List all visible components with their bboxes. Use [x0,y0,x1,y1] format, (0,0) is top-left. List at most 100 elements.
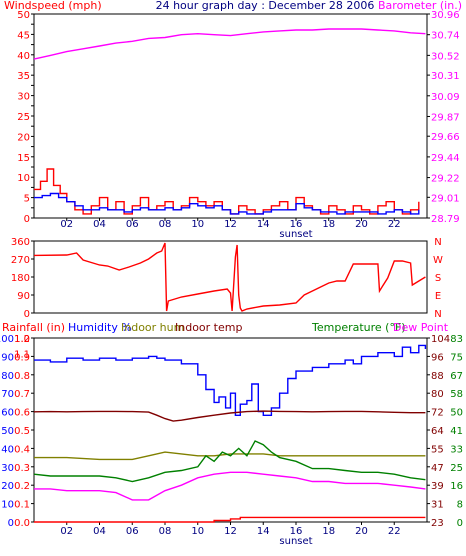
rain-tick-label: 0.0 [14,518,30,529]
barometer-tick-label: 29.44 [431,153,460,164]
series-barometer [33,28,426,60]
indoor-temp-label: Indoor temp [175,321,242,334]
humidity-tick-label: 50 [1,426,14,437]
series-temperature [33,440,426,483]
wind-tick-label: 5 [24,194,30,205]
temperature-tick-label: 55 [431,444,444,455]
rain-tick-label: 1.1 [14,349,30,360]
dew-point-tick-label: 41 [450,426,463,437]
barometer-tick-label: 29.87 [431,112,460,123]
rain-tick-label: 0.4 [14,444,30,455]
series-wind-avg [34,192,420,215]
barometer-tick-label: 30.52 [431,51,460,62]
rain-tick-label: 0.2 [14,481,30,492]
time-tick-label: 20 [355,526,368,537]
barometer-tick-label: 29.22 [431,174,460,185]
rain-tick-label: 0.6 [14,408,30,419]
rain-tick-label: 0.7 [14,389,30,400]
sunset-annotation: sunset [279,229,312,240]
temperature-tick-label: 96 [431,352,444,363]
direction-tick-label: 270 [11,255,30,266]
compass-label: N [434,309,441,320]
direction-tick-label: 90 [17,291,30,302]
barometer-tick-label: 28.79 [431,214,460,225]
time-tick-label: 22 [388,526,401,537]
time-tick-label: 18 [322,219,335,230]
series-wind-direction [33,242,426,312]
series-indoor-temp [33,410,426,422]
temperature-tick-label: 47 [431,463,444,474]
temperature-tick-label: 39 [431,481,444,492]
time-tick-label: 20 [355,219,368,230]
time-tick-label: 12 [224,526,237,537]
wind-tick-label: 20 [17,132,30,143]
series-indoor-hum [34,451,426,461]
humidity-label: Humidity % [68,321,132,334]
wind-tick-label: 40 [17,51,30,62]
barometer-tick-label: 30.31 [431,71,460,82]
series-humidity [34,344,427,416]
temperature-tick-label: 23 [431,518,444,529]
dew-point-label: Dew Point [393,321,449,334]
humidity-tick-label: 60 [1,408,14,419]
temperature-tick-label: 31 [431,500,444,511]
wind-tick-label: 30 [17,92,30,103]
barometer-tick-label: 30.09 [431,92,460,103]
temperature-tick-label: 80 [431,389,444,400]
dew-point-tick-label: 0 [457,518,463,529]
time-tick-label: 10 [191,526,204,537]
rain-tick-label: 1.2 [14,334,30,345]
barometer-tick-label: 30.96 [431,10,460,21]
compass-label: N [434,237,441,248]
dew-point-tick-label: 16 [450,481,463,492]
wind-tick-label: 35 [17,71,30,82]
rain-tick-label: 0.3 [14,463,30,474]
wind-tick-label: 10 [17,173,30,184]
time-tick-label: 02 [60,526,73,537]
time-tick-label: 06 [126,219,139,230]
humidity-tick-label: 30 [1,463,14,474]
time-tick-label: 16 [290,219,303,230]
barometer-tick-label: 30.74 [431,31,460,42]
time-tick-label: 06 [126,526,139,537]
compass-label: S [435,273,441,284]
time-tick-label: 10 [191,219,204,230]
dew-point-tick-label: 67 [450,371,463,382]
temperature-tick-label: 72 [431,408,444,419]
wind-tick-label: 50 [17,10,30,21]
sunset-annotation: sunset [279,536,312,547]
time-tick-label: 22 [388,219,401,230]
compass-label: W [433,255,443,266]
dew-point-tick-label: 25 [450,463,463,474]
barometer-tick-label: 29.01 [431,193,460,204]
time-tick-label: 14 [257,219,270,230]
rain-tick-label: 0.1 [14,500,30,511]
wind-tick-label: 0 [24,214,30,225]
direction-tick-label: 180 [11,273,30,284]
time-tick-label: 02 [60,219,73,230]
rain-tick-label: 1.0 [14,334,30,345]
direction-tick-label: 360 [11,237,30,248]
rain-tick-label: 0.8 [14,371,30,382]
temperature-tick-label: 64 [431,426,444,437]
series-rain [34,516,426,523]
wind-tick-label: 15 [17,153,30,164]
rain-tick-label: 0.5 [14,426,30,437]
humidity-tick-label: 70 [1,389,14,400]
dew-point-tick-label: 8 [457,500,463,511]
rainfall-label: Rainfall (in) [2,321,65,334]
humidity-tick-label: 0 [8,518,14,529]
wind-tick-label: 25 [17,112,30,123]
direction-tick-label: 0 [24,309,30,320]
compass-label: E [435,291,441,302]
graph-title: 24 hour graph day : December 28 2006 [156,0,375,12]
time-tick-label: 14 [257,526,270,537]
time-tick-label: 16 [290,526,303,537]
humidity-tick-label: 40 [1,444,14,455]
humidity-tick-label: 20 [1,481,14,492]
series-dew-point [34,471,426,501]
time-tick-label: 04 [93,526,106,537]
dew-point-tick-label: 58 [450,389,463,400]
